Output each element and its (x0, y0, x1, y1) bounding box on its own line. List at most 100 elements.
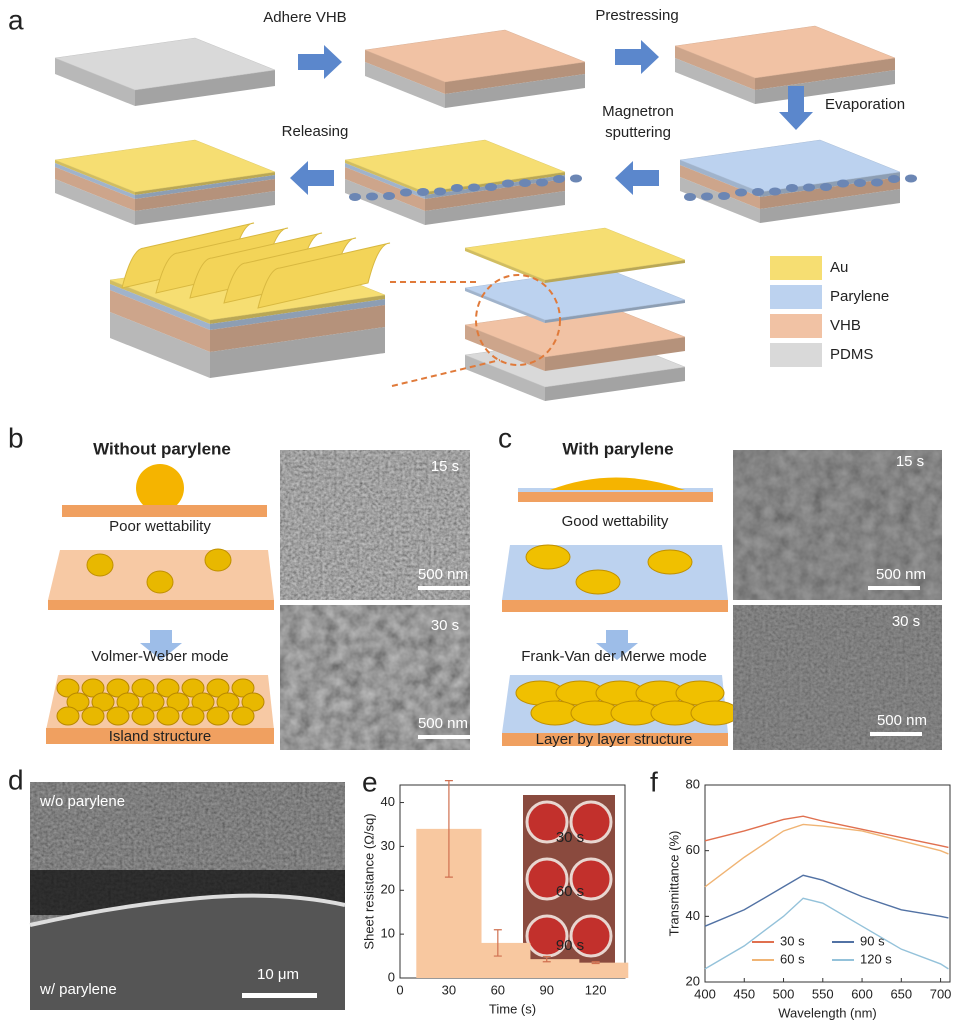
scale-label: 500 nm (418, 715, 468, 732)
island (156, 678, 180, 698)
y-tick-label: 80 (686, 776, 700, 791)
line (704, 815, 949, 849)
x-axis-title: Time (s) (489, 1001, 536, 1016)
image-time: 30 s (431, 617, 459, 634)
x-tick-label: 650 (890, 986, 912, 1001)
legend-label: VHB (830, 317, 861, 334)
slab-side (210, 299, 385, 330)
sem-image (733, 450, 942, 600)
x-tick-label: 0 (396, 982, 403, 997)
zoom-line (391, 359, 501, 387)
x-tick-label: 90 (540, 982, 554, 997)
island (525, 544, 571, 570)
legend-label: Parylene (830, 288, 889, 305)
cluster (485, 183, 497, 191)
slab-side (680, 177, 760, 223)
cluster (400, 188, 412, 197)
slab-side (135, 70, 275, 106)
island (241, 692, 265, 712)
slab-side (425, 191, 565, 225)
x-tick-label: 550 (812, 986, 834, 1001)
scale-bar (418, 735, 470, 739)
cluster (786, 184, 798, 192)
cluster (837, 179, 849, 188)
cluster (803, 183, 815, 192)
slab-side (210, 327, 385, 378)
cluster (570, 174, 582, 183)
cluster (366, 192, 378, 201)
cluster (871, 178, 883, 187)
x-tick-label: 400 (694, 986, 716, 1001)
x-tick-label: 700 (930, 986, 952, 1001)
caption: Poor wettability (109, 518, 211, 535)
slab-side (545, 337, 685, 371)
slab-side (675, 58, 755, 104)
charts: 0 30 60 90 120 0 10 20 30 40 Time (s) Sheet resista… (361, 776, 951, 1020)
legend-swatch (770, 256, 822, 280)
step-label: Adhere VHB (263, 9, 346, 26)
sem-lower (30, 895, 345, 1010)
slab-top (679, 139, 901, 193)
island (216, 692, 240, 712)
x-tick-label: 120 (585, 982, 607, 997)
cluster (820, 183, 832, 191)
y-tick-label: 40 (686, 908, 700, 923)
legend-label: Au (830, 259, 848, 276)
cluster (553, 175, 565, 183)
wave (257, 242, 391, 309)
slab-side (55, 160, 135, 195)
x-tick-label: 500 (773, 986, 795, 1001)
substrate (48, 600, 274, 610)
slab-side (110, 312, 210, 378)
slab-side (365, 62, 445, 108)
inset-sample (525, 800, 569, 844)
sem-image (280, 450, 470, 600)
legend-swatch (770, 343, 822, 367)
scale-label: 500 nm (876, 566, 926, 583)
slab-side (445, 62, 585, 94)
slab-side (680, 160, 760, 197)
x-tick-label: 60 (491, 982, 505, 997)
slab-side (135, 172, 275, 195)
panel-label: f (650, 766, 658, 797)
slab-side (680, 165, 760, 209)
island (204, 548, 232, 572)
panel-title: Without parylene (93, 439, 231, 458)
y-axis-title: Transmittance (%) (666, 831, 681, 937)
legend-label: 30 s (780, 933, 805, 948)
island (181, 678, 205, 698)
island (86, 553, 114, 577)
cluster (752, 188, 764, 196)
image-time: 30 s (892, 613, 920, 630)
cluster (417, 188, 429, 196)
cluster (888, 175, 900, 183)
slab-side (110, 290, 210, 352)
image-time: 15 s (431, 458, 459, 475)
caption: Volmer-Weber mode (91, 648, 228, 665)
step-label: sputtering (605, 124, 671, 141)
island (206, 706, 230, 726)
slab-side (465, 355, 545, 401)
island (106, 678, 130, 698)
x-tick-label: 30 (442, 982, 456, 997)
scale-label: 500 nm (418, 566, 468, 583)
island (156, 706, 180, 726)
sem-image (280, 605, 470, 750)
error-bar (591, 961, 600, 965)
slab-side (345, 179, 425, 225)
line (704, 874, 949, 927)
slab-side (545, 367, 685, 401)
island (56, 706, 80, 726)
inset-label: 90 s (556, 937, 584, 954)
y-tick-label: 20 (686, 973, 700, 988)
y-tick-label: 20 (381, 882, 395, 897)
caption: Good wettability (562, 513, 669, 530)
step-label: Prestressing (595, 7, 678, 24)
slab-side (345, 167, 425, 211)
cluster (383, 192, 395, 200)
cluster (434, 187, 446, 196)
decoration (29, 25, 942, 1010)
legend-swatch (770, 285, 822, 309)
panel-label: e (362, 766, 378, 797)
